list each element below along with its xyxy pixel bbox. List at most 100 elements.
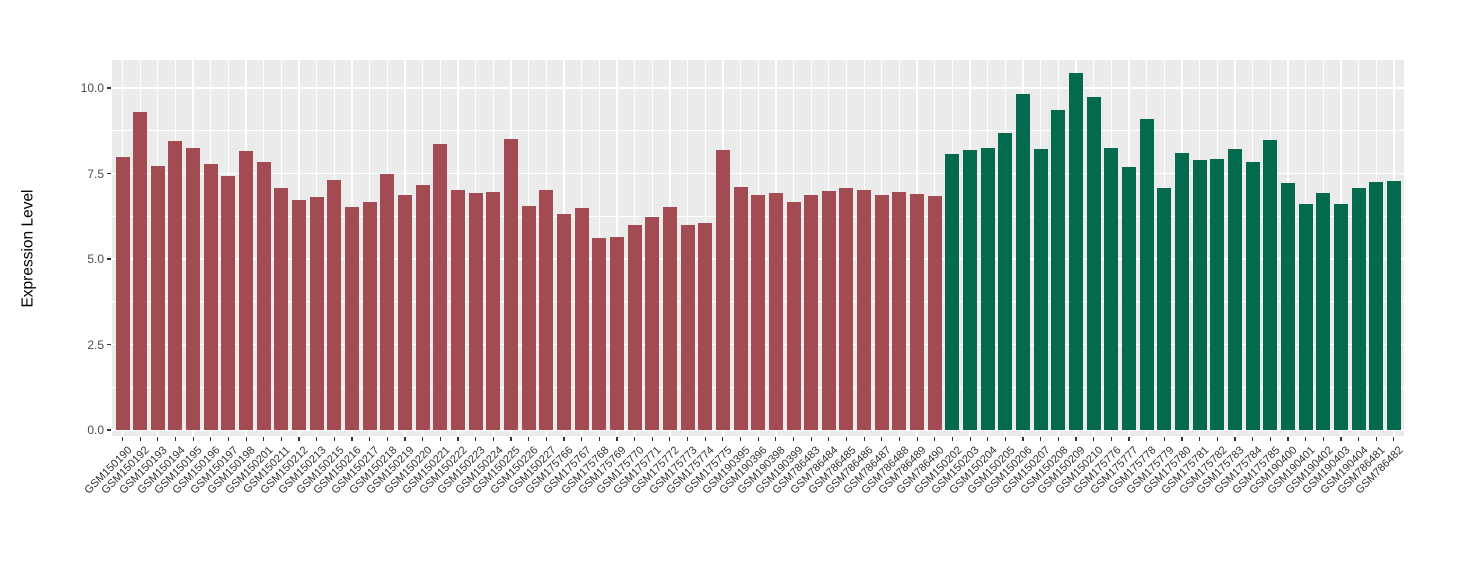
bar-GSM150194 [168,140,183,430]
bar-GSM150190 [115,156,130,430]
x-tick-GSM150211 [280,437,282,441]
x-tick-GSM190400 [1287,437,1289,441]
x-tick-GSM190404 [1357,437,1360,441]
x-tick-GSM150192 [139,437,141,441]
x-tick-GSM175771 [651,437,653,441]
x-tick-GSM150213 [316,437,318,441]
bar-GSM150196 [203,164,218,430]
bar-GSM150227 [539,190,554,430]
bar-GSM150213 [309,197,324,430]
bar-GSM175778 [1139,119,1154,430]
y-tick-label-2.5: 2.5 [87,337,104,352]
bar-GSM150219 [398,195,413,430]
x-tick-GSM786490 [934,437,936,441]
bar-GSM175768 [592,238,607,430]
x-tick-GSM190402 [1322,437,1324,441]
y-tick-7.5 [107,172,111,175]
bar-GSM175766 [556,213,571,430]
bar-GSM150225 [503,138,518,430]
bar-GSM150206 [1016,93,1031,430]
bar-GSM190395 [733,186,748,430]
x-tick-GSM150193 [157,437,159,441]
y-tick-0.0 [107,429,111,431]
bar-GSM786487 [874,195,889,430]
x-tick-GSM175766 [563,437,565,441]
x-tick-GSM150216 [351,437,353,441]
bar-GSM190402 [1316,193,1331,430]
x-tick-GSM175783 [1234,437,1236,441]
bar-GSM150195 [186,147,201,430]
x-tick-GSM150223 [475,437,477,441]
bar-GSM190398 [768,193,783,430]
y-tick-label-5.0: 5.0 [87,252,104,266]
bar-GSM175773 [680,225,695,430]
bar-GSM150215 [327,180,342,430]
x-tick-GSM150205 [1004,437,1006,441]
x-tick-GSM150225 [510,437,512,441]
y-axis-title: Expression Level [19,189,37,308]
bar-GSM150223 [468,192,483,430]
x-tick-GSM786489 [916,437,918,441]
bar-GSM150221 [433,144,448,430]
x-tick-GSM175767 [581,437,583,441]
bar-GSM175780 [1175,153,1189,430]
x-tick-GSM786481 [1375,437,1377,441]
x-tick-GSM150203 [969,437,971,441]
x-tick-GSM150190 [121,437,124,441]
x-tick-GSM150218 [386,437,388,441]
x-tick-GSM175777 [1128,437,1130,441]
bar-GSM175769 [609,237,624,430]
bar-GSM175776 [1104,147,1119,430]
x-tick-GSM175780 [1181,437,1183,441]
x-tick-GSM175769 [616,437,618,441]
x-tick-GSM175768 [598,437,600,441]
x-tick-GSM150201 [263,437,265,441]
x-tick-GSM150194 [174,437,177,441]
x-tick-GSM150208 [1057,437,1059,441]
x-tick-GSM150209 [1075,437,1077,441]
bar-GSM786482 [1386,181,1401,430]
x-tick-GSM150202 [951,437,954,441]
bar-GSM175784 [1245,162,1260,430]
x-tick-GSM175784 [1252,437,1254,441]
x-tick-GSM175773 [686,437,689,441]
x-tick-GSM150196 [210,437,212,441]
bar-GSM175777 [1122,167,1137,430]
x-tick-GSM150215 [333,437,335,441]
bar-GSM190403 [1333,203,1348,430]
x-tick-GSM190396 [757,437,759,441]
x-tick-GSM150210 [1093,437,1095,441]
y-tick-label-0.0: 0.0 [87,423,104,437]
bar-GSM786485 [839,188,854,430]
bar-GSM175772 [662,207,677,430]
bar-GSM175785 [1263,139,1278,430]
x-tick-GSM175779 [1163,437,1165,441]
bar-GSM150220 [415,185,430,430]
x-tick-GSM150198 [245,437,247,441]
bar-GSM150218 [380,174,395,430]
bar-GSM150197 [221,175,236,430]
x-tick-GSM786484 [828,437,830,441]
bar-GSM150202 [945,154,960,430]
bar-GSM786488 [892,191,907,430]
bar-GSM175767 [574,208,589,430]
x-tick-GSM786482 [1393,437,1395,441]
x-tick-GSM150217 [369,437,371,441]
x-tick-GSM190401 [1305,437,1307,441]
bar-GSM175779 [1157,188,1172,430]
bar-GSM190396 [751,195,766,430]
x-tick-GSM175781 [1199,437,1201,441]
bar-GSM175782 [1210,159,1225,430]
bar-GSM150217 [362,201,377,430]
x-tick-GSM175770 [633,437,636,441]
x-tick-GSM175785 [1269,437,1271,441]
x-tick-GSM150206 [1022,437,1024,441]
bar-GSM150201 [256,161,271,430]
bar-GSM150205 [998,133,1013,430]
x-tick-GSM175776 [1110,437,1112,441]
bar-GSM786483 [804,195,819,430]
bar-GSM150211 [274,187,289,430]
x-tick-GSM150220 [422,437,424,441]
x-tick-GSM175782 [1216,437,1218,441]
